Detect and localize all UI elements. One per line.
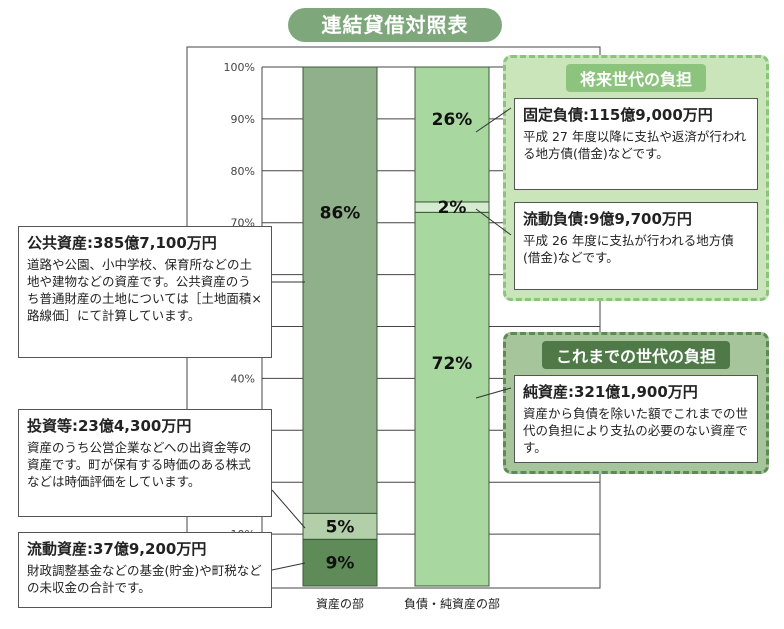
callout-head: 流動負債:9億9,700万円: [523, 210, 692, 228]
bar-segment: [414, 211, 490, 587]
bar-value-label: 26%: [432, 110, 473, 130]
callout-public-assets: 公共資産:385億7,100万円 道路や公園、小中学校、保育所などの土地や建物な…: [18, 226, 272, 358]
past-burden-group: これまでの世代の負担 純資産:321億1,900万円 資産から負債を除いた額でこ…: [503, 332, 769, 474]
callout-body: 平成 26 年度に支払が行われる地方債(借金)などです。: [523, 233, 734, 265]
future-burden-title: 将来世代の負担: [565, 64, 706, 92]
bar-value-label: 9%: [326, 554, 355, 574]
callout-head: 純資産:321億1,900万円: [523, 383, 698, 401]
y-tick-label: 100%: [224, 61, 255, 74]
callout-body: 財政調整基金などの基金(貯金)や町税などの未収金の合計です。: [27, 563, 262, 595]
callout-body: 平成 27 年度以降に支払や返済が行われる地方債(借金)などです。: [523, 129, 747, 161]
callout-net-assets: 純資産:321億1,900万円 資産から負債を除いた額でこれまでの世代の負担によ…: [514, 375, 758, 463]
callout-body: 道路や公園、小中学校、保育所などの土地や建物などの資産です。公共資産のうち普通財…: [27, 257, 262, 323]
callout-head: 固定負債:115億9,000万円: [523, 106, 713, 124]
y-tick-label: 90%: [231, 113, 255, 126]
y-tick-label: 40%: [231, 372, 255, 385]
bar-segment: [302, 512, 378, 540]
bar-value-label: 72%: [432, 354, 473, 374]
x-tick-label: 資産の部: [316, 596, 364, 611]
bar-segment: [302, 538, 378, 587]
bar-segment: [414, 66, 490, 203]
y-tick-label: 80%: [231, 165, 255, 178]
page-title: 連結貸借対照表: [288, 8, 502, 42]
callout-current-liabilities: 流動負債:9億9,700万円 平成 26 年度に支払が行われる地方債(借金)など…: [514, 202, 758, 290]
callout-head: 投資等:23億4,300万円: [27, 417, 192, 435]
bar-segment: [302, 66, 378, 514]
callout-current-assets: 流動資産:37億9,200万円 財政調整基金などの基金(貯金)や町税などの未収金…: [18, 532, 272, 608]
x-tick-label: 負債・純資産の部: [404, 596, 500, 611]
bar-value-label: 5%: [326, 517, 355, 537]
bar-labels: 9% 5% 86% 72% 2% 26%: [320, 110, 473, 574]
bar-value-label: 86%: [320, 203, 361, 223]
bars: [302, 66, 490, 587]
x-axis-labels: 資産の部 負債・純資産の部: [316, 596, 500, 611]
callout-head: 流動資産:37億9,200万円: [27, 540, 207, 558]
past-burden-title: これまでの世代の負担: [541, 341, 730, 369]
callout-body: 資産のうち公営企業などへの出資金等の資産です。町が保有する時価のある株式などは時…: [27, 440, 252, 489]
future-burden-group: 将来世代の負担 固定負債:115億9,000万円 平成 27 年度以降に支払や返…: [503, 55, 769, 301]
callout-head: 公共資産:385億7,100万円: [27, 234, 217, 252]
callout-investments: 投資等:23億4,300万円 資産のうち公営企業などへの出資金等の資産です。町が…: [18, 409, 272, 517]
callout-body: 資産から負債を除いた額でこれまでの世代の負担により支払の必要のない資産です。: [523, 406, 749, 455]
bar-value-label: 2%: [438, 198, 467, 218]
callout-fixed-liabilities: 固定負債:115億9,000万円 平成 27 年度以降に支払や返済が行われる地方…: [514, 98, 758, 190]
